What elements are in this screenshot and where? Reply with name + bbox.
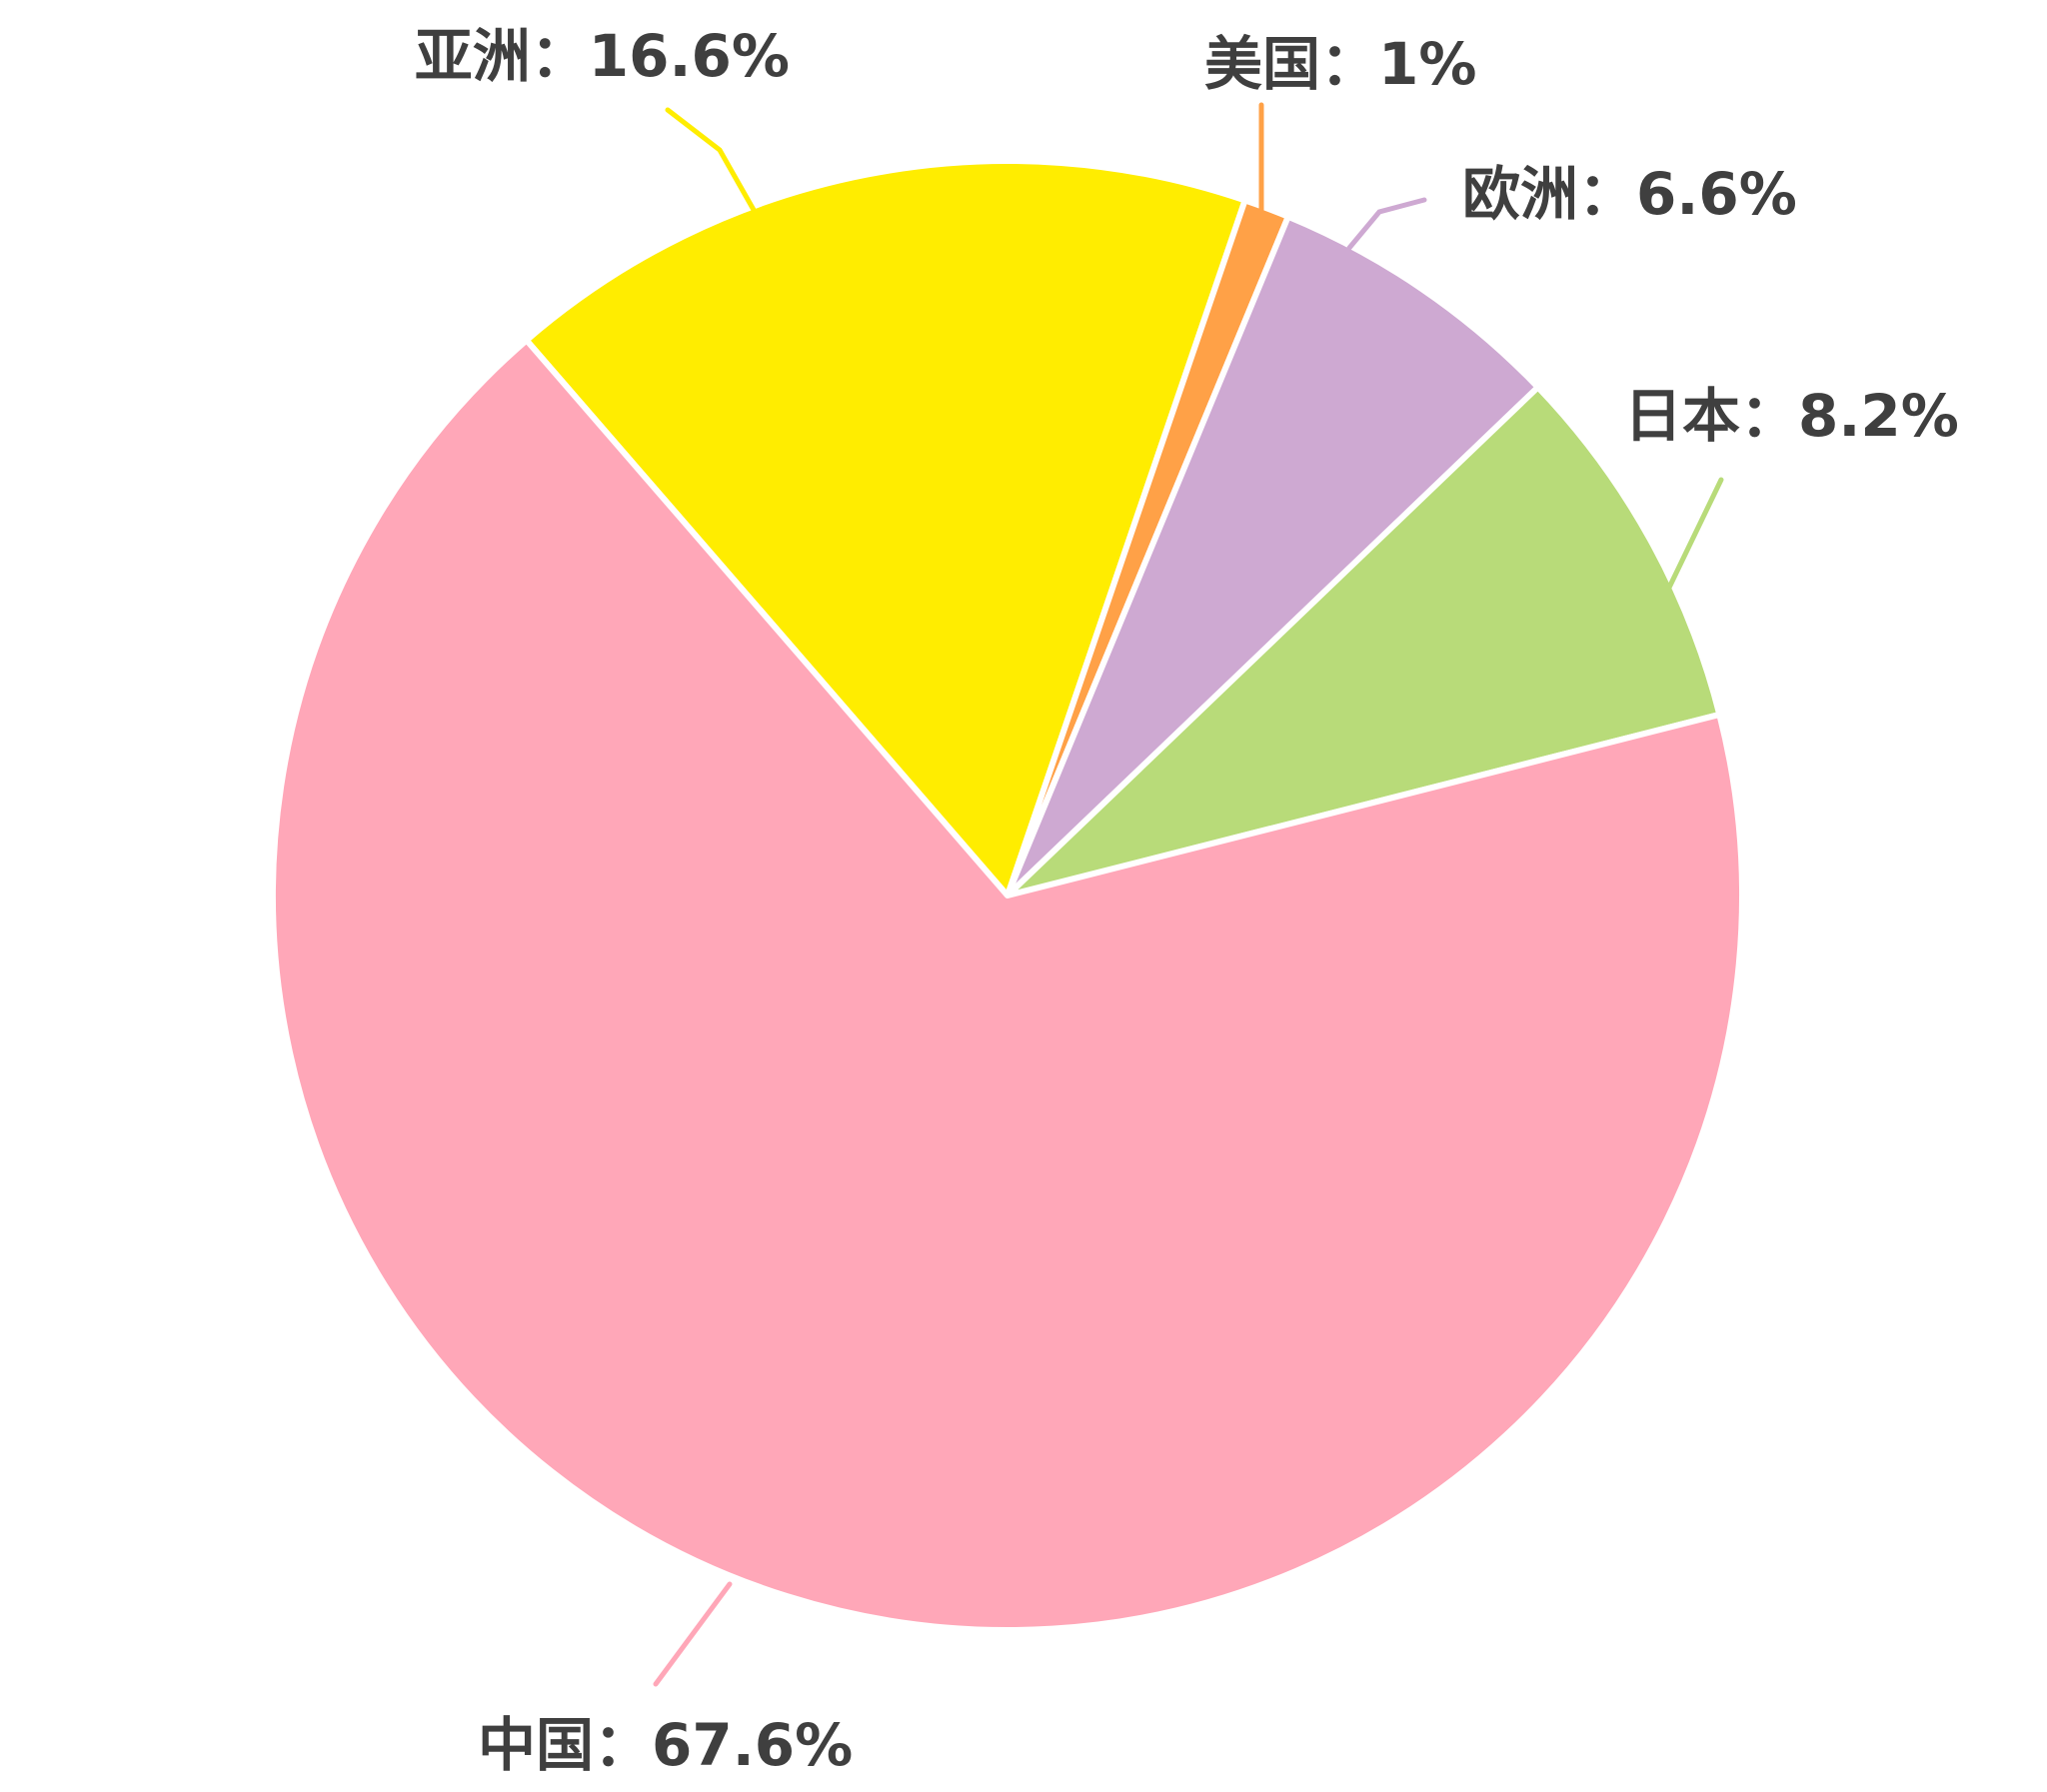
leader-lines xyxy=(653,102,1724,1687)
pie-slice-4 xyxy=(270,337,1745,1633)
slice-label-name-4: 中国 xyxy=(478,1711,594,1779)
leader-line-0 xyxy=(665,107,757,213)
leader-line-3 xyxy=(1664,477,1724,595)
slice-label-value-2: 6.6% xyxy=(1636,160,1797,228)
slice-labels: 亚洲：16.6% 美国：1%欧洲：6.6%日本：8.2%中国：67.6% xyxy=(415,22,1959,1779)
pie-slice-0 xyxy=(523,158,1248,898)
pie-slice-2 xyxy=(1005,213,1541,898)
slice-label-0: 亚洲：16.6% xyxy=(415,22,790,90)
slice-label-name-0: 亚洲 xyxy=(415,22,531,90)
slice-label-4: 中国：67.6% xyxy=(478,1711,853,1779)
pie-slice-3 xyxy=(1005,384,1723,898)
slice-label-separator-0: ： xyxy=(531,22,589,90)
pie-slices xyxy=(270,158,1745,1633)
slice-label-separator-3: ： xyxy=(1740,382,1798,450)
leader-line-4 xyxy=(653,1581,733,1687)
slice-label-separator-2: ： xyxy=(1578,160,1636,228)
slice-label-1: 美国：1% xyxy=(1204,30,1477,98)
slice-label-name-1: 美国 xyxy=(1204,30,1320,98)
slice-label-value-0: 16.6% xyxy=(589,22,790,90)
slice-label-value-3: 8.2% xyxy=(1798,382,1959,450)
slice-label-value-4: 67.6% xyxy=(652,1711,853,1779)
slice-label-name-2: 欧洲 xyxy=(1462,160,1578,228)
slice-label-name-3: 日本 xyxy=(1624,382,1740,450)
slice-label-2: 欧洲：6.6% xyxy=(1462,160,1797,228)
slice-label-3: 日本：8.2% xyxy=(1624,382,1959,450)
slice-label-value-1: 1% xyxy=(1378,30,1476,98)
leader-line-2 xyxy=(1346,197,1427,251)
slice-label-separator-1: ： xyxy=(1320,30,1378,98)
slice-label-separator-4: ： xyxy=(594,1711,652,1779)
